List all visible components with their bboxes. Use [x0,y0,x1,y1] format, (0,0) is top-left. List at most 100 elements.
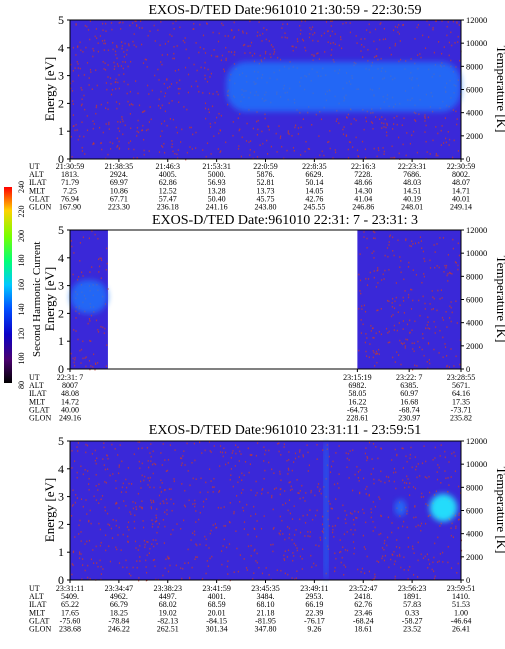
noise-speck [255,513,257,515]
noise-speck [171,143,173,145]
noise-speck [411,466,413,469]
table-cell: 241.16 [206,203,228,212]
noise-speck [264,57,266,60]
noise-speck [400,58,402,61]
noise-speck [208,92,211,95]
noise-speck [452,238,454,241]
noise-speck [423,257,425,260]
noise-speck [286,459,288,462]
noise-speck [288,533,291,536]
y2-tick-label: 10000 [466,248,487,258]
noise-speck [355,35,357,37]
noise-speck [343,574,345,576]
noise-speck [218,490,221,492]
noise-speck [79,551,81,553]
noise-speck [357,477,359,479]
noise-speck [72,551,74,554]
noise-speck [273,488,276,490]
noise-speck [401,447,403,449]
noise-speck [364,572,366,575]
table-cell: 48.66 [354,178,372,187]
noise-speck [183,106,185,108]
noise-speck [359,492,361,495]
noise-speck [452,247,454,250]
table-cell: 1.00 [454,608,468,617]
noise-speck [394,361,396,363]
noise-speck [172,529,174,531]
noise-speck [299,111,301,114]
table-cell: -58.27 [402,616,423,625]
noise-speck [412,545,414,548]
noise-speck [243,521,246,523]
noise-speck [118,562,121,564]
noise-speck [370,516,372,519]
table-cell: 51.53 [452,600,470,609]
noise-speck [105,268,107,271]
noise-speck [110,22,113,24]
table-cell: 22:16:3 [351,162,375,171]
noise-speck [309,33,311,35]
panel-3-y2label: Temperature [K] [494,467,505,554]
noise-speck [168,102,170,104]
noise-speck [254,548,256,551]
noise-speck [393,324,395,327]
noise-speck [425,522,427,525]
noise-speck [371,252,373,254]
noise-speck [299,25,301,27]
table-cell: 6385. [400,381,418,390]
noise-speck [98,522,100,525]
noise-speck [89,320,91,322]
noise-speck [371,122,374,124]
noise-speck [118,74,120,76]
noise-speck [377,267,379,269]
noise-speck [456,118,458,120]
noise-speck [81,89,83,91]
noise-speck [92,549,94,551]
noise-speck [349,512,352,514]
noise-speck [448,366,450,368]
noise-speck [390,157,392,159]
noise-speck [73,361,75,364]
noise-speck [89,68,92,71]
noise-speck [299,497,301,500]
noise-speck [230,29,233,31]
noise-speck [388,244,390,246]
noise-speck [105,534,107,536]
noise-speck [74,357,76,359]
noise-speck [90,365,92,367]
noise-speck [373,578,375,580]
noise-speck [113,68,115,70]
noise-speck [392,314,394,316]
noise-speck [74,364,76,367]
y-tick-label: 1 [58,334,64,348]
noise-speck [129,140,132,142]
table-cell: 23:52:47 [349,584,377,593]
noise-speck [77,138,79,141]
noise-speck [427,321,429,323]
noise-speck [170,83,173,85]
noise-speck [402,479,404,482]
noise-speck [223,506,225,508]
noise-speck [363,477,365,480]
table-cell: 40.01 [452,194,470,203]
noise-speck [127,535,129,538]
noise-speck [435,20,437,22]
noise-speck [72,100,74,102]
noise-speck [235,452,237,455]
noise-speck [143,526,145,529]
noise-speck [271,496,273,499]
noise-speck [91,230,93,232]
noise-speck [421,462,424,465]
noise-speck [152,523,154,525]
noise-speck [204,52,207,54]
noise-speck [107,49,109,52]
noise-speck [306,444,308,446]
noise-speck [268,40,270,42]
table-cell: 0.33 [405,608,419,617]
noise-speck [136,560,138,562]
table-cell: 14.51 [403,186,421,195]
noise-speck [82,505,84,508]
noise-speck [104,62,106,64]
noise-speck [105,481,107,484]
noise-speck [386,124,388,126]
